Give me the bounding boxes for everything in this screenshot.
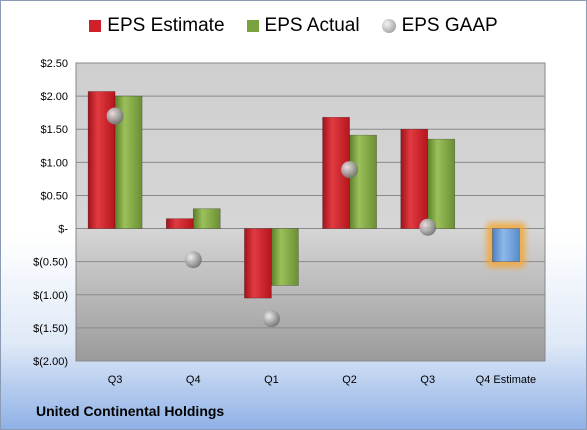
- legend-swatch-actual: [246, 20, 259, 32]
- y-tick-label: $2.50: [40, 58, 68, 70]
- x-tick-label: Q1: [264, 374, 279, 386]
- point-eps-gaap: [262, 310, 280, 328]
- y-tick-label: $(1.50): [33, 323, 68, 335]
- chart-legend: EPS Estimate EPS Actual EPS GAAP: [1, 15, 586, 37]
- legend-label-estimate: EPS Estimate: [107, 15, 225, 36]
- point-eps-gaap: [184, 251, 202, 269]
- x-tick-label: Q3: [420, 374, 435, 386]
- y-tick-label: $1.50: [40, 124, 68, 136]
- legend-swatch-gaap: [381, 19, 396, 33]
- legend-item-eps-estimate: EPS Estimate: [89, 15, 225, 37]
- point-eps-gaap: [341, 161, 359, 179]
- y-tick-label: $(0.50): [33, 257, 68, 269]
- bar-eps-actual: [192, 208, 221, 229]
- x-tick-label: Q3: [108, 374, 123, 386]
- bar-eps-estimate: [165, 218, 194, 229]
- point-eps-gaap: [106, 107, 124, 125]
- bar-eps-actual: [271, 228, 299, 286]
- bar-eps-actual: [427, 138, 456, 229]
- y-tick-label: $1.00: [40, 157, 68, 169]
- y-tick-label: $2.00: [40, 91, 68, 103]
- x-tick-label: Q4: [186, 374, 201, 386]
- y-tick-label: $0.50: [40, 190, 68, 202]
- bar-eps-estimate: [87, 91, 116, 229]
- bar-eps-estimate: [400, 128, 429, 229]
- legend-label-actual: EPS Actual: [264, 15, 360, 36]
- legend-swatch-estimate: [89, 20, 102, 32]
- y-tick-label: $(1.00): [33, 290, 68, 302]
- point-eps-gaap: [419, 218, 437, 236]
- legend-item-eps-actual: EPS Actual: [246, 15, 360, 37]
- company-name: United Continental Holdings: [36, 403, 225, 419]
- legend-label-gaap: EPS GAAP: [401, 15, 498, 36]
- bar-eps-actual: [349, 134, 377, 229]
- x-tick-label: Q4 Estimate: [476, 374, 537, 386]
- bar-eps-estimate: [244, 228, 272, 299]
- legend-item-eps-gaap: EPS GAAP: [381, 15, 498, 37]
- x-tick-label: Q2: [342, 374, 357, 386]
- y-tick-label: $(2.00): [33, 356, 68, 368]
- y-tick-label: $-: [58, 224, 68, 236]
- plot-background: [75, 62, 546, 362]
- bar-eps-estimate-future: [492, 228, 520, 262]
